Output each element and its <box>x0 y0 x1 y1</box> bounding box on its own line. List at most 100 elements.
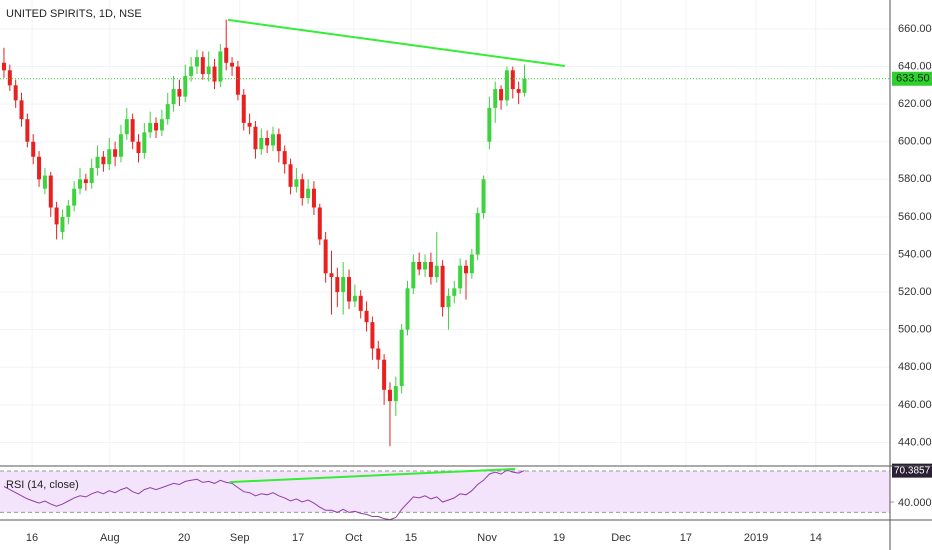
candle-body <box>159 119 164 131</box>
y-tick-label: 660.00 <box>898 23 932 35</box>
candle-body <box>358 295 363 311</box>
candle-body <box>83 179 88 184</box>
candle-body <box>95 156 100 169</box>
rsi-label-box <box>892 463 932 478</box>
candle-body <box>230 62 235 67</box>
indicator-title: RSI (14, close) <box>6 479 79 491</box>
candle-body <box>428 262 433 278</box>
x-tick-label: 15 <box>405 532 417 544</box>
candle-body <box>136 141 141 153</box>
x-tick-label: 19 <box>553 532 565 544</box>
candle-body <box>177 89 182 97</box>
trendline <box>227 18 565 67</box>
candle-body <box>25 119 30 142</box>
candle-body <box>294 179 299 187</box>
price-label: 633.50 <box>896 73 930 85</box>
candle-body <box>31 141 36 157</box>
candle-body <box>399 329 404 387</box>
candle-body <box>130 119 135 142</box>
candle-body <box>504 70 509 101</box>
y-tick-label: 600.00 <box>898 136 932 148</box>
candle-body <box>224 47 229 63</box>
y-tick-label: 460.00 <box>898 399 932 411</box>
candle-body <box>387 389 392 402</box>
candle-body <box>107 149 112 165</box>
candle-body <box>347 277 352 302</box>
candle-body <box>148 122 153 133</box>
candle-body <box>271 134 276 146</box>
candle-body <box>487 107 492 142</box>
candle-body <box>522 78 527 93</box>
candle-body <box>440 265 445 308</box>
candle-body <box>516 89 521 93</box>
x-tick-label: Dec <box>611 532 631 544</box>
candle-body <box>89 168 94 184</box>
candle-body <box>183 75 188 97</box>
candle-body <box>376 348 381 360</box>
candle-body <box>124 119 129 135</box>
candle-body <box>417 262 422 270</box>
y-tick-label: 640.00 <box>898 60 932 72</box>
candle-body <box>282 151 287 165</box>
x-tick-label: 16 <box>26 532 38 544</box>
candle-body <box>48 175 53 208</box>
candle-body <box>235 66 240 95</box>
candle-body <box>19 100 24 120</box>
candle-body <box>499 89 504 101</box>
y-tick-label: 40.0000 <box>898 497 932 509</box>
candle-body <box>458 265 463 289</box>
candle-body <box>300 179 305 199</box>
candle-body <box>142 132 147 153</box>
candle-body <box>423 262 428 270</box>
rsi-line <box>3 469 525 521</box>
candle-body <box>200 57 205 75</box>
candle-body <box>165 104 170 120</box>
x-tick-label: 17 <box>292 532 304 544</box>
y-tick-label: 580.00 <box>898 173 932 185</box>
candle-body <box>72 188 77 206</box>
x-tick-label: Nov <box>477 532 497 544</box>
candle-body <box>13 85 18 101</box>
candle-body <box>335 277 340 293</box>
candle-body <box>370 322 375 349</box>
candle-body <box>481 179 486 214</box>
candle-body <box>60 216 65 232</box>
candle-body <box>241 94 246 123</box>
candle-body <box>66 205 71 217</box>
candle-body <box>352 295 357 302</box>
y-tick-label: 440.00 <box>898 436 932 448</box>
candle-body <box>218 51 223 82</box>
x-tick-label: 14 <box>810 532 822 544</box>
candle-body <box>364 310 369 323</box>
y-tick-label: 520.00 <box>898 286 932 298</box>
x-tick-label: 17 <box>680 532 692 544</box>
y-tick-label: 620.00 <box>898 98 932 110</box>
price-label-box <box>892 71 932 86</box>
x-tick-label: Sep <box>230 532 250 544</box>
candle-body <box>288 164 293 187</box>
candle-body <box>463 265 468 274</box>
candle-body <box>101 156 106 165</box>
candle-body <box>54 207 59 225</box>
trendline <box>229 467 516 484</box>
candle-body <box>212 66 217 82</box>
rsi-band <box>0 471 890 513</box>
x-tick-label: 20 <box>178 532 190 544</box>
chart-title: UNITED SPIRITS, 1D, NSE <box>6 8 142 20</box>
candle-body <box>329 273 334 278</box>
candle-body <box>113 149 118 157</box>
candle-body <box>171 89 176 105</box>
candle-body <box>311 188 316 208</box>
candle-body <box>206 66 211 75</box>
candle-body <box>411 262 416 289</box>
candle-body <box>493 89 498 108</box>
candle-body <box>317 207 322 240</box>
candle-body <box>154 122 159 131</box>
candle-body <box>42 175 47 189</box>
candle-body <box>1 62 6 71</box>
y-tick-label: 540.00 <box>898 248 932 260</box>
candle-body <box>475 213 480 255</box>
candle-body <box>306 188 311 199</box>
candle-body <box>446 295 451 308</box>
